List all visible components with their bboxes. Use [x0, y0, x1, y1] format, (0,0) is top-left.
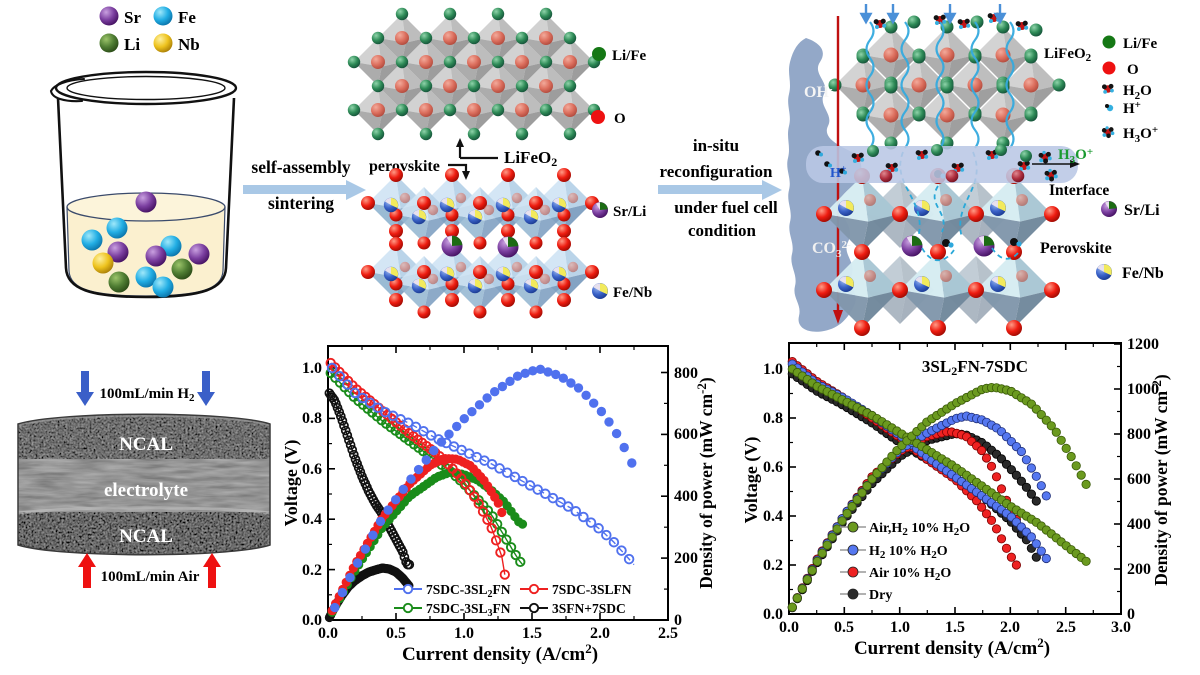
- svg-text:2.0: 2.0: [1000, 619, 1020, 636]
- svg-text:Dry: Dry: [869, 588, 892, 603]
- svg-text:0: 0: [1127, 606, 1135, 623]
- svg-text:O: O: [1127, 62, 1139, 78]
- svg-text:1.0: 1.0: [763, 361, 783, 378]
- svg-text:2.0: 2.0: [590, 625, 610, 642]
- svg-text:3.0: 3.0: [1111, 619, 1131, 636]
- svg-text:Li/Fe: Li/Fe: [612, 48, 647, 64]
- svg-text:0.8: 0.8: [763, 410, 783, 427]
- svg-text:electrolyte: electrolyte: [104, 480, 188, 501]
- svg-text:Fe/Nb: Fe/Nb: [613, 285, 652, 301]
- svg-text:sintering: sintering: [268, 193, 334, 213]
- svg-text:under fuel cell: under fuel cell: [674, 198, 778, 217]
- svg-text:O: O: [614, 111, 626, 127]
- svg-text:3SFN+7SDC: 3SFN+7SDC: [552, 601, 626, 616]
- svg-text:0.0: 0.0: [302, 612, 322, 629]
- svg-text:0.4: 0.4: [763, 508, 783, 525]
- svg-text:0.6: 0.6: [763, 459, 783, 476]
- svg-text:600: 600: [1127, 471, 1151, 488]
- svg-text:Li/Fe: Li/Fe: [1123, 36, 1158, 52]
- svg-text:1.0: 1.0: [302, 360, 322, 377]
- svg-text:Interface: Interface: [1049, 182, 1109, 199]
- svg-text:100mL/min Air: 100mL/min Air: [101, 569, 200, 585]
- svg-text:0.4: 0.4: [302, 511, 322, 528]
- svg-text:Fe: Fe: [178, 8, 196, 27]
- svg-text:200: 200: [674, 550, 698, 567]
- svg-text:reconfiguration: reconfiguration: [659, 162, 773, 181]
- svg-text:self-assembly: self-assembly: [251, 157, 350, 177]
- svg-text:perovskite: perovskite: [369, 158, 440, 175]
- svg-text:0.2: 0.2: [302, 562, 322, 579]
- svg-text:3SL2FN-7SDC: 3SL2FN-7SDC: [922, 357, 1028, 378]
- svg-text:0.6: 0.6: [302, 461, 322, 478]
- svg-text:0.0: 0.0: [779, 619, 799, 636]
- svg-text:Sr/Li: Sr/Li: [613, 204, 646, 220]
- svg-text:H2 10% H2O: H2 10% H2O: [869, 544, 948, 561]
- svg-text:Fe/Nb: Fe/Nb: [1122, 265, 1164, 282]
- svg-text:0.0: 0.0: [318, 625, 338, 642]
- svg-text:1000: 1000: [1127, 381, 1159, 398]
- svg-text:7SDC-3SLFN: 7SDC-3SLFN: [552, 582, 632, 597]
- svg-text:2.5: 2.5: [1056, 619, 1076, 636]
- svg-text:in-situ: in-situ: [693, 136, 739, 155]
- svg-text:400: 400: [1127, 516, 1151, 533]
- svg-text:800: 800: [674, 365, 698, 382]
- svg-text:condition: condition: [688, 221, 757, 240]
- svg-text:600: 600: [674, 426, 698, 443]
- svg-text:Sr: Sr: [124, 8, 141, 27]
- svg-text:1.5: 1.5: [945, 619, 965, 636]
- svg-text:Li: Li: [124, 35, 140, 54]
- svg-text:Density of power (mW cm-2): Density of power (mW cm-2): [1149, 374, 1171, 586]
- svg-text:1.5: 1.5: [522, 625, 542, 642]
- svg-text:1.0: 1.0: [454, 625, 474, 642]
- svg-text:0.5: 0.5: [386, 625, 406, 642]
- svg-text:Nb: Nb: [178, 35, 200, 54]
- svg-text:Air 10% H2O: Air 10% H2O: [869, 566, 951, 583]
- svg-text:OH-: OH-: [804, 83, 833, 101]
- svg-text:LiFeO2: LiFeO2: [1044, 46, 1092, 64]
- svg-text:Density of power (mW cm-2): Density of power (mW cm-2): [694, 377, 716, 589]
- svg-text:400: 400: [674, 488, 698, 505]
- svg-text:0.2: 0.2: [763, 557, 783, 574]
- svg-text:1.0: 1.0: [890, 619, 910, 636]
- svg-text:H2O: H2O: [1123, 83, 1152, 102]
- svg-text:0.0: 0.0: [763, 606, 783, 623]
- svg-text:H3O+: H3O+: [1058, 146, 1093, 166]
- svg-text:Current density (A/cm2): Current density (A/cm2): [854, 635, 1050, 659]
- svg-text:Sr/Li: Sr/Li: [1124, 202, 1160, 219]
- svg-text:Current density (A/cm2): Current density (A/cm2): [402, 641, 598, 665]
- svg-text:200: 200: [1127, 561, 1151, 578]
- svg-text:NCAL: NCAL: [119, 434, 173, 455]
- svg-text:H3O+: H3O+: [1123, 124, 1158, 145]
- svg-text:0: 0: [674, 612, 682, 629]
- svg-text:2.5: 2.5: [658, 625, 678, 642]
- svg-text:LiFeO2: LiFeO2: [504, 148, 557, 169]
- svg-text:800: 800: [1127, 426, 1151, 443]
- svg-text:0.5: 0.5: [834, 619, 854, 636]
- svg-text:0.8: 0.8: [302, 410, 322, 427]
- svg-text:Voltage (V): Voltage (V): [741, 437, 762, 524]
- svg-text:1200: 1200: [1127, 336, 1159, 353]
- svg-text:Perovskite: Perovskite: [1040, 240, 1112, 257]
- svg-text:NCAL: NCAL: [119, 526, 173, 547]
- svg-text:CO32-: CO32-: [812, 239, 851, 260]
- svg-text:Voltage (V): Voltage (V): [281, 440, 302, 527]
- svg-text:100mL/min H2: 100mL/min H2: [99, 386, 195, 404]
- svg-text:Air,H2 10% H2O: Air,H2 10% H2O: [869, 521, 970, 538]
